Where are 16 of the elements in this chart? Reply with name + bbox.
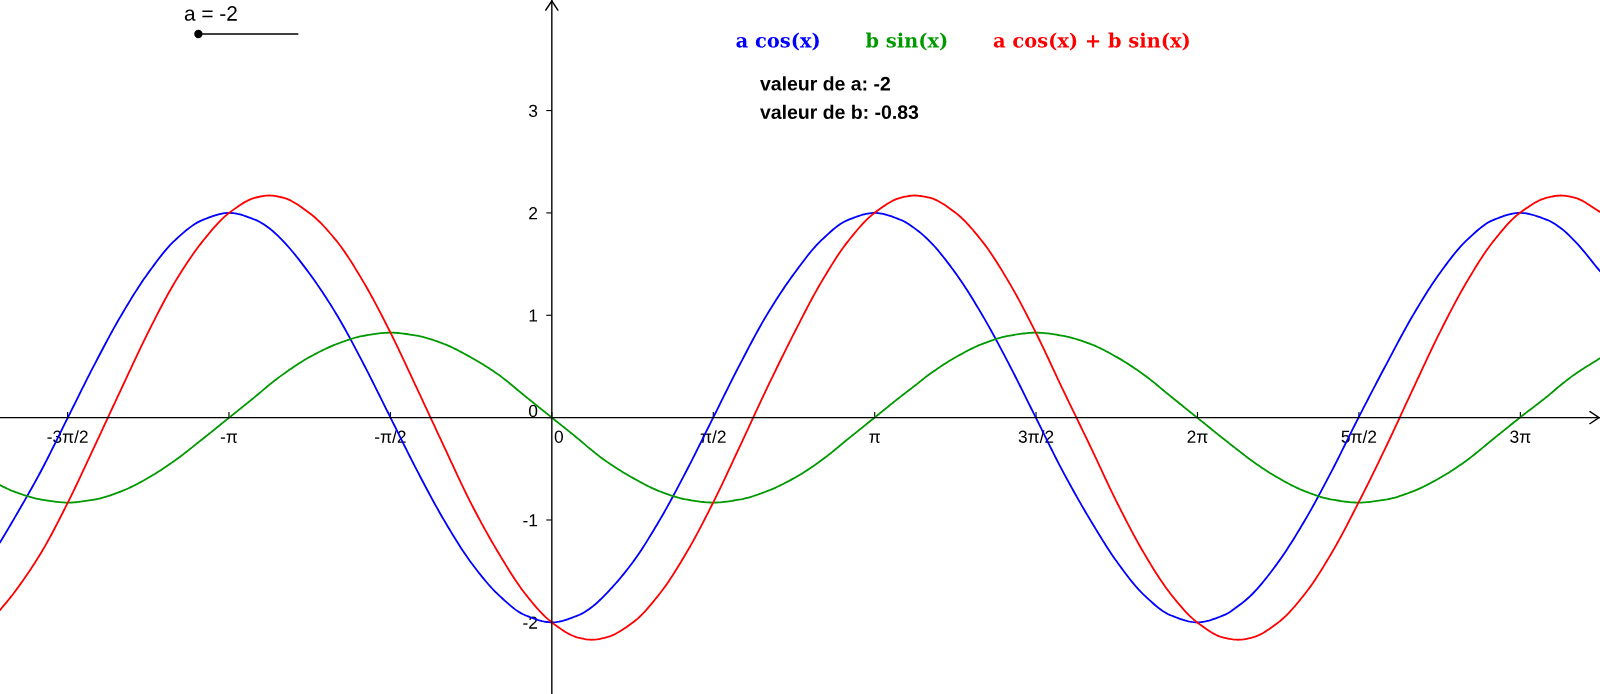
- annotation: a = -2: [184, 6, 237, 21]
- x-tick-label: π: [869, 433, 880, 443]
- x-tick-label: 0: [554, 430, 563, 443]
- y-tick-label: 2: [529, 207, 538, 220]
- annotation: valeur de b: -0.83: [760, 104, 919, 120]
- text: a cos(x) + b sin(x): [993, 32, 1189, 51]
- text: b sin(x): [865, 32, 947, 51]
- x-tick-label: 3π: [1510, 430, 1531, 443]
- y-tick-label: 3: [528, 104, 538, 118]
- text: a cos(x): [736, 32, 819, 51]
- y-tick-label: -1: [523, 514, 538, 527]
- y-tick-label: 0: [528, 404, 538, 418]
- annotation: valeur de a: -2: [760, 76, 890, 91]
- y-tick-label: 1: [529, 309, 538, 322]
- x-tick-label: 2π: [1187, 430, 1208, 443]
- x-tick-label: -π: [220, 433, 238, 443]
